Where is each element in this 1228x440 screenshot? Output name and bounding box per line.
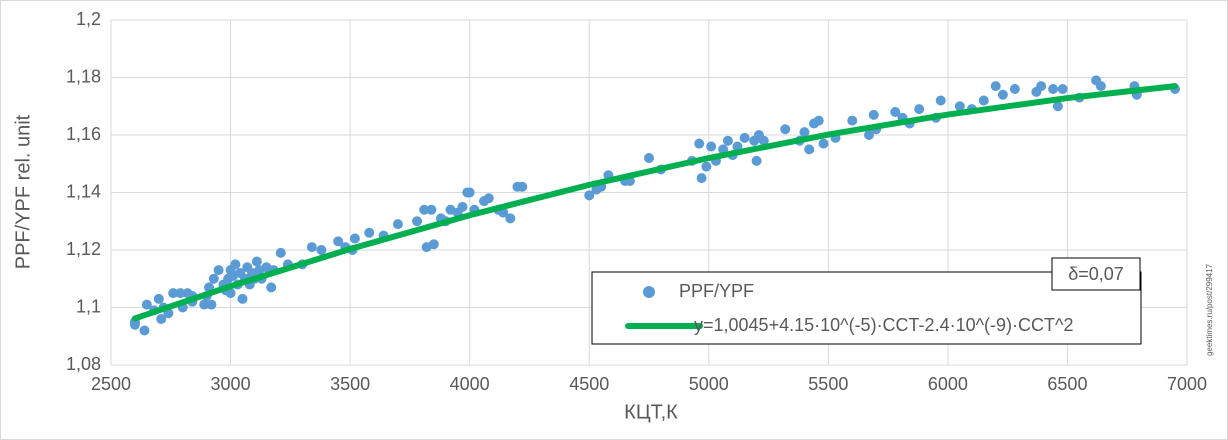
scatter-point	[412, 216, 423, 227]
scatter-point	[199, 299, 210, 310]
scatter-point	[706, 141, 717, 152]
scatter-point	[780, 124, 791, 135]
x-tick-label: 5000	[689, 374, 729, 394]
x-tick-label: 2500	[91, 374, 131, 394]
scatter-point	[935, 95, 946, 106]
scatter-point	[225, 288, 236, 299]
scatter-point	[1009, 84, 1020, 94]
scatter-point	[213, 265, 224, 276]
scatter-point	[890, 107, 901, 117]
scatter-point	[208, 273, 219, 284]
x-tick-label: 7000	[1167, 374, 1207, 394]
x-tick-label: 4500	[569, 374, 609, 394]
y-tick-label: 1,16	[66, 124, 101, 144]
scatter-point	[722, 135, 733, 146]
scatter-point	[392, 219, 403, 230]
scatter-point	[316, 245, 327, 255]
scatter-point	[818, 138, 829, 149]
scatter-point	[1052, 101, 1063, 112]
legend-label: y=1,0045+4.15·10^(-5)·CCT-2.4·10^(-9)·CC…	[694, 315, 1073, 335]
y-tick-label: 1,14	[66, 181, 101, 201]
scatter-point	[868, 109, 879, 120]
x-tick-label: 6000	[928, 374, 968, 394]
scatter-point	[804, 144, 815, 155]
scatter-point	[739, 132, 750, 143]
x-tick-label: 3000	[211, 374, 251, 394]
scatter-point	[333, 236, 344, 247]
scatter-point	[206, 299, 217, 310]
scatter-point	[349, 233, 360, 244]
x-axis-label: КЦТ,К	[624, 401, 678, 423]
scatter-point	[517, 181, 528, 192]
legend-label: PPF/YPF	[679, 281, 754, 301]
x-tick-label: 5500	[808, 374, 848, 394]
scatter-point	[168, 288, 179, 299]
scatter-point	[139, 325, 150, 336]
y-axis-label: PPF/YPF rel. unit	[12, 114, 34, 269]
scatter-point	[847, 115, 858, 126]
scatter-point	[1057, 84, 1068, 94]
scatter-point	[1095, 81, 1106, 92]
scatter-point	[141, 299, 152, 310]
scatter-point	[997, 89, 1008, 100]
scatter-point	[156, 314, 167, 324]
x-tick-label: 4000	[450, 374, 490, 394]
annotation-box	[1051, 257, 1141, 291]
scatter-point	[266, 282, 277, 293]
scatter-point	[426, 204, 437, 215]
scatter-point	[464, 187, 475, 198]
scatter-point	[505, 213, 516, 224]
scatter-point	[584, 190, 595, 201]
scatter-point	[751, 155, 762, 166]
scatter-point	[237, 293, 248, 304]
scatter-point	[696, 173, 707, 184]
scatter-point	[175, 288, 186, 299]
scatter-point	[758, 135, 769, 146]
scatter-point	[483, 193, 494, 204]
scatter-point	[694, 138, 705, 149]
scatter-point	[275, 247, 286, 258]
scatter-point	[863, 130, 874, 140]
scatter-point	[457, 201, 468, 212]
watermark: geektimes.ru/post/299417	[1205, 263, 1214, 356]
legend-box	[591, 271, 1142, 345]
scatter-point	[990, 81, 1001, 92]
scatter-point	[978, 95, 989, 106]
scatter-point	[153, 293, 164, 304]
scatter-point	[914, 104, 925, 115]
scatter-point	[813, 115, 824, 126]
fit-line	[131, 83, 1179, 322]
scatter-point	[419, 204, 430, 215]
scatter-point	[1036, 81, 1047, 92]
scatter-point	[954, 101, 965, 112]
scatter-point	[251, 256, 262, 267]
scatter-point	[799, 127, 810, 138]
scatter-point	[364, 227, 375, 238]
scatter-point	[230, 259, 241, 270]
scatter-point	[1048, 84, 1059, 94]
annotation: δ=0,07	[1068, 264, 1124, 284]
scatter-point	[129, 319, 140, 330]
scatter-point	[306, 242, 317, 253]
y-tick-label: 1,1	[76, 296, 101, 316]
scatter-point	[428, 239, 439, 250]
scatter-point	[644, 153, 654, 163]
x-tick-label: 3500	[330, 374, 370, 394]
y-tick-label: 1,12	[66, 239, 101, 259]
scatter-point	[701, 161, 712, 172]
x-tick-label: 6500	[1047, 374, 1087, 394]
y-tick-label: 1,18	[66, 66, 101, 86]
y-tick-label: 1,2	[76, 9, 101, 29]
y-tick-label: 1,08	[66, 354, 101, 374]
legend-swatch	[643, 286, 655, 298]
